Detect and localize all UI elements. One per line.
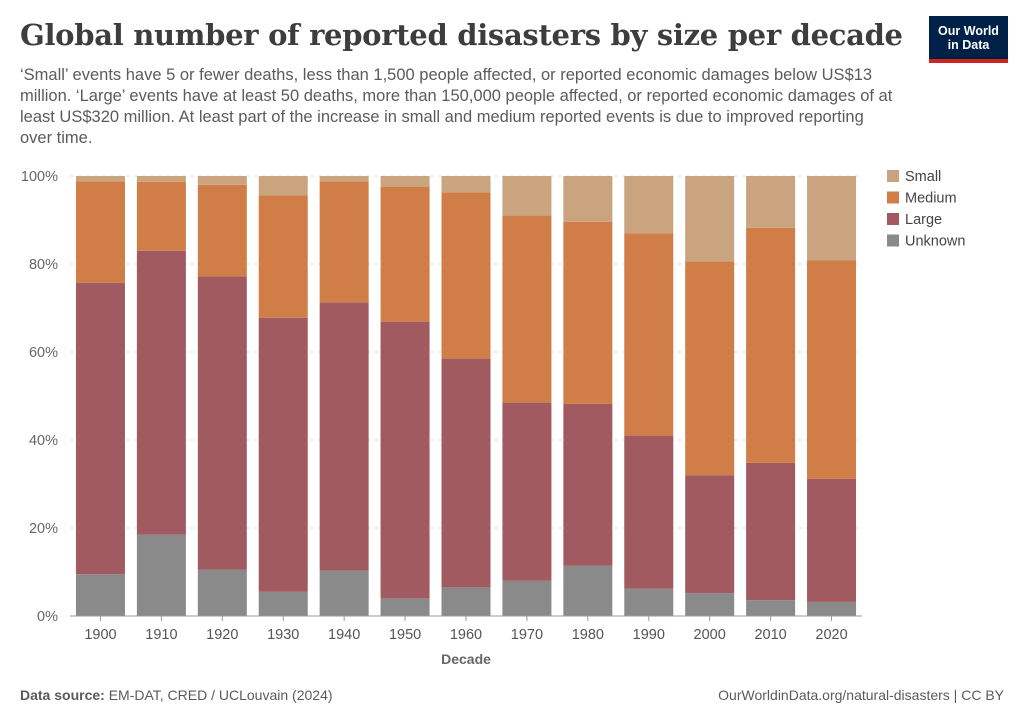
bar-segment-medium (807, 260, 857, 479)
bar-segment-small (380, 176, 430, 187)
y-tick-label: 80% (29, 257, 58, 273)
x-tick-label: 1900 (84, 627, 116, 643)
bar-segment-small (75, 176, 125, 182)
bar-segment-large (624, 435, 674, 589)
bar-segment-unknown (136, 534, 186, 616)
bar-segment-medium (258, 195, 308, 318)
x-tick-label: 1910 (145, 627, 177, 643)
x-tick-label: 1990 (633, 627, 665, 643)
legend-label-unknown: Unknown (905, 234, 965, 250)
bar-segment-large (75, 282, 125, 575)
bar-segment-unknown (502, 580, 552, 616)
bar-segment-unknown (380, 598, 430, 616)
x-tick-label: 1920 (206, 627, 238, 643)
legend-label-small: Small (905, 169, 941, 185)
y-tick-label: 100% (21, 169, 58, 185)
y-tick-label: 0% (37, 609, 58, 625)
bar-segment-medium (136, 181, 186, 251)
bar-segment-large (807, 478, 857, 602)
x-tick-label: 1960 (450, 627, 482, 643)
bar-segment-unknown (807, 601, 857, 616)
legend-swatch-medium (887, 191, 899, 204)
bar-segment-small (746, 176, 796, 228)
bar-segment-large (563, 403, 613, 566)
bar-segment-unknown (746, 600, 796, 616)
legend-swatch-large (887, 213, 899, 225)
x-tick-label: 2000 (694, 627, 726, 643)
bar-segment-medium (380, 187, 430, 322)
data-source-text[interactable]: EM-DAT, CRED / UCLouvain (2024) (108, 687, 333, 703)
bar-segment-small (807, 176, 857, 261)
credit-link[interactable]: OurWorldinData.org/natural-disasters | C… (718, 687, 1004, 703)
bar-segment-unknown (197, 569, 247, 616)
chart-title: Global number of reported disasters by s… (20, 18, 903, 52)
bar-segment-small (136, 176, 186, 182)
x-tick-label: 1970 (511, 627, 543, 643)
bar-segment-large (258, 317, 308, 592)
bar-segment-large (197, 276, 247, 570)
bar-segment-small (624, 176, 674, 234)
logo-line-1: Our World (938, 23, 999, 38)
bar-segment-small (258, 176, 308, 196)
bar-segment-small (319, 176, 369, 182)
bar-segment-unknown (319, 570, 369, 616)
bar-segment-medium (441, 192, 491, 359)
legend-label-large: Large (905, 212, 942, 228)
data-source-label: Data source: (20, 687, 105, 703)
bar-segment-medium (563, 221, 613, 404)
bar-segment-medium (685, 261, 735, 476)
x-tick-label: 1940 (328, 627, 360, 643)
logo-line-2: in Data (947, 37, 990, 52)
y-tick-label: 60% (29, 345, 58, 361)
legend-label-medium: Medium (905, 191, 957, 207)
legend-swatch-small (887, 170, 899, 182)
bar-segment-unknown (258, 591, 308, 616)
bar-segment-small (563, 176, 613, 222)
bar-segment-small (685, 176, 735, 262)
x-tick-label: 1980 (572, 627, 604, 643)
bar-segment-unknown (563, 565, 613, 616)
bar-segment-medium (502, 215, 552, 403)
owid-logo[interactable]: Our World in Data (929, 16, 1008, 63)
bar-segment-large (136, 250, 186, 535)
bar-segment-large (685, 475, 735, 594)
bar-segment-large (380, 321, 430, 599)
bar-segment-small (197, 176, 247, 185)
bar-segment-unknown (441, 587, 491, 616)
bar-segment-large (441, 358, 491, 588)
legend-swatch-unknown (887, 234, 899, 247)
x-tick-label: 1930 (267, 627, 299, 643)
x-tick-label: 2010 (754, 627, 786, 643)
bar-segment-medium (624, 233, 674, 436)
x-tick-label: 2020 (815, 627, 847, 643)
bar-segment-large (502, 402, 552, 581)
bar-segment-medium (319, 181, 369, 303)
y-tick-label: 20% (29, 521, 58, 537)
y-tick-label: 40% (29, 433, 58, 449)
bar-segment-large (746, 462, 796, 601)
data-source: Data source: EM-DAT, CRED / UCLouvain (2… (20, 687, 333, 703)
bar-segment-medium (197, 184, 247, 277)
bar-segment-small (502, 176, 552, 216)
bar-segment-medium (746, 227, 796, 463)
bar-segment-unknown (685, 593, 735, 616)
bar-segment-medium (75, 181, 125, 283)
x-axis-label: Decade (441, 651, 491, 667)
x-tick-label: 1950 (389, 627, 421, 643)
bar-segment-small (441, 176, 491, 193)
chart-subtitle: ‘Small’ events have 5 or fewer deaths, l… (20, 66, 893, 147)
bar-segment-unknown (75, 574, 125, 616)
bar-segment-unknown (624, 588, 674, 616)
bar-segment-large (319, 302, 369, 571)
